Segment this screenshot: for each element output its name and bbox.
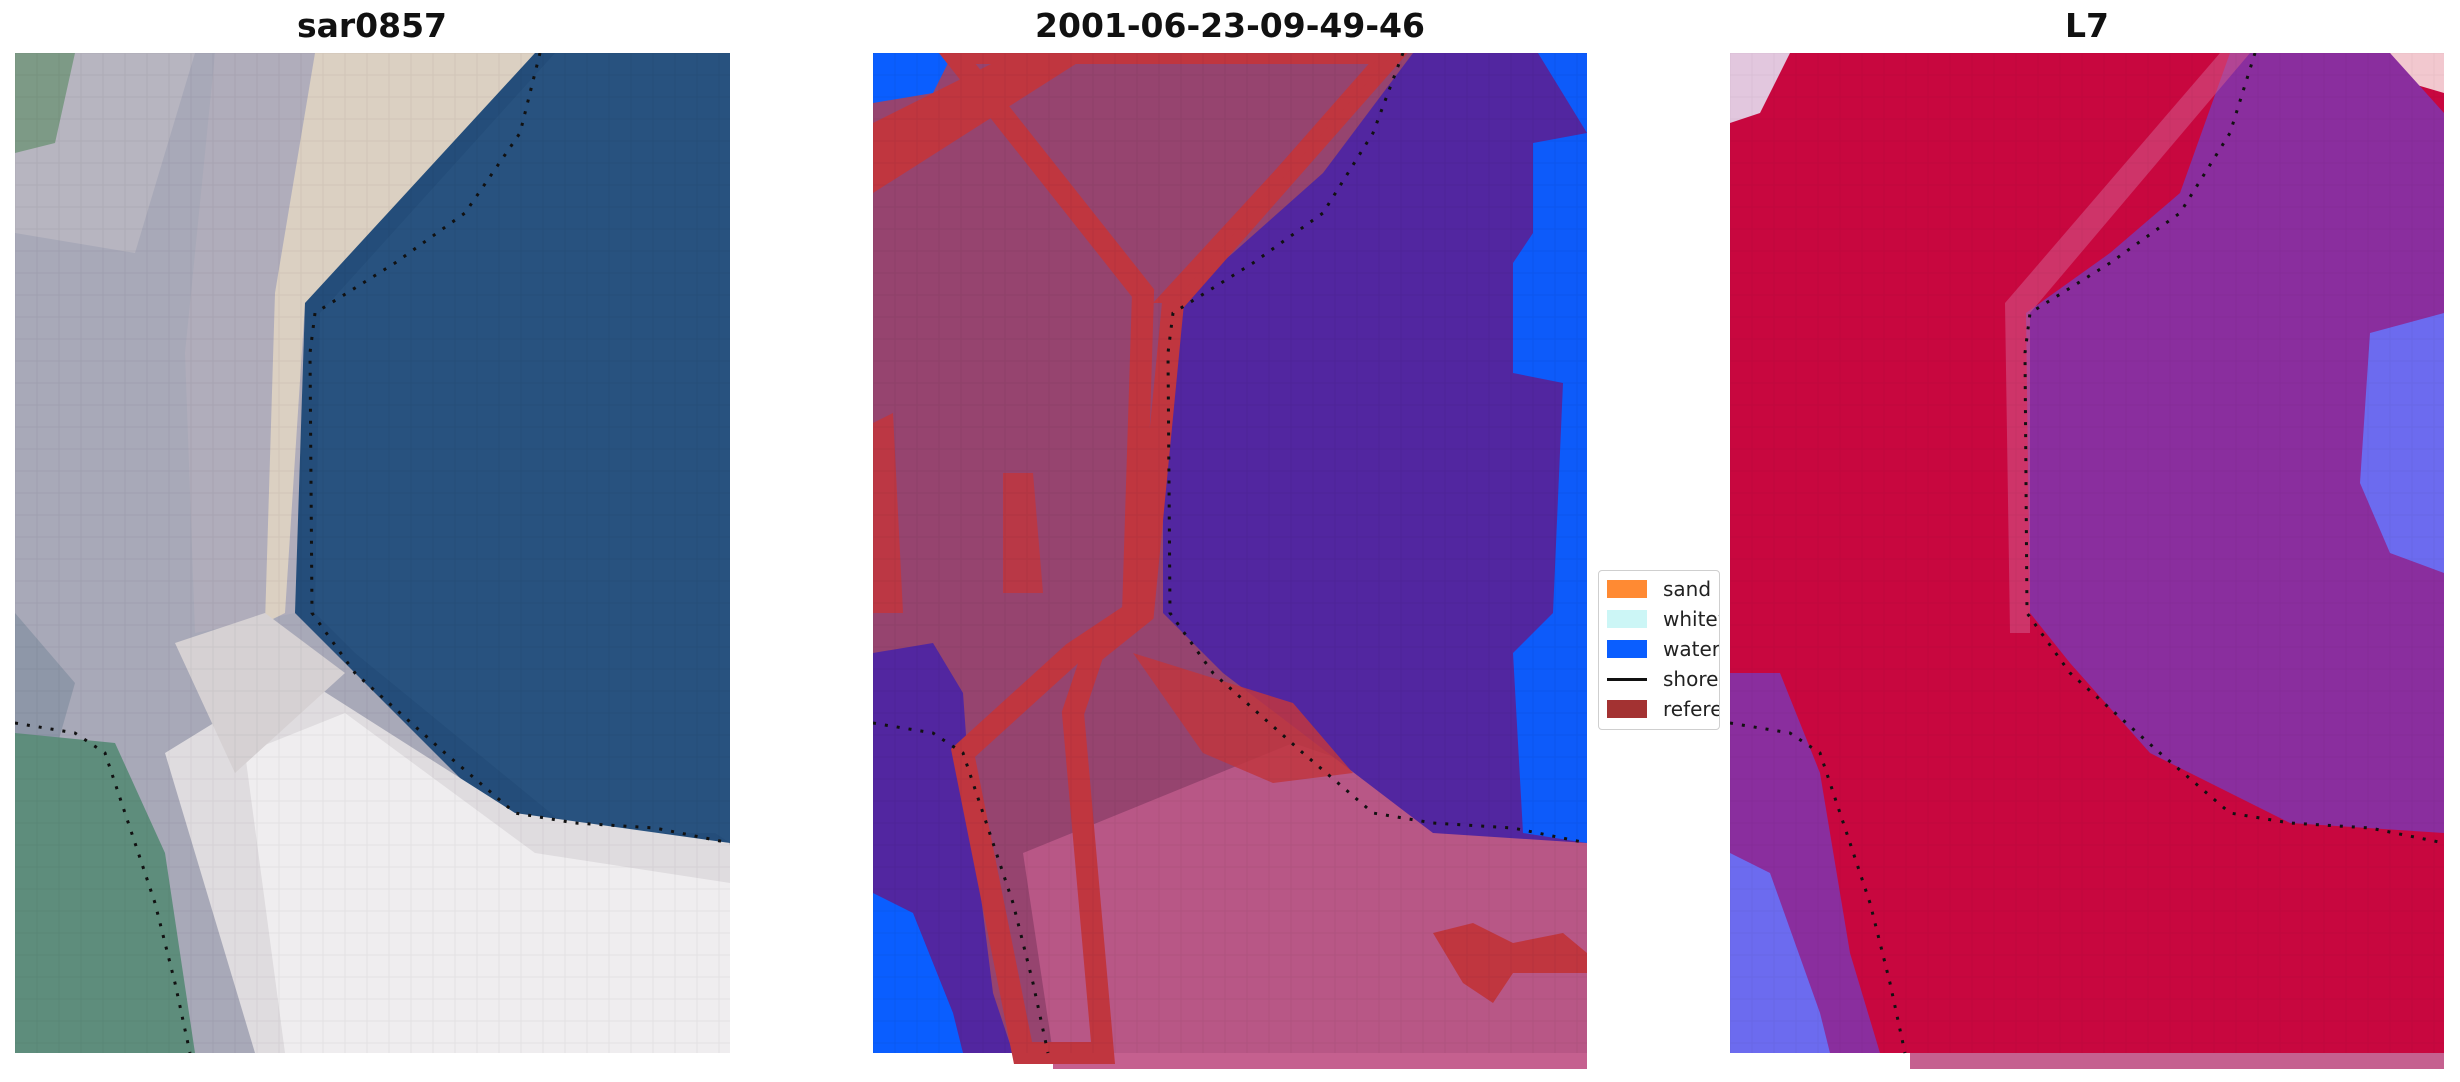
legend-label-water: water xyxy=(1663,637,1720,661)
legend-item-shoreline: shoreline xyxy=(1607,667,1719,691)
legend-item-sand: sand xyxy=(1607,577,1711,601)
shoreline-line-swatch xyxy=(1607,677,1647,681)
rgb-image-panel xyxy=(15,53,730,1053)
legend-label-sand: sand xyxy=(1663,577,1712,601)
legend-label-reference-shoreline: reference shoreline xyxy=(1663,697,1719,721)
whitewater-swatch xyxy=(1607,610,1647,628)
panel-title-index: L7 xyxy=(2065,6,2109,45)
reference-shoreline-swatch xyxy=(1607,700,1647,718)
water-swatch xyxy=(1607,640,1647,658)
legend-item-reference-shoreline: reference shoreline xyxy=(1607,697,1719,721)
classification-panel xyxy=(873,53,1587,1069)
index-panel xyxy=(1730,53,2444,1069)
legend-item-water: water xyxy=(1607,637,1720,661)
legend-label-shoreline: shoreline xyxy=(1663,667,1719,691)
panel-title-classification: 2001-06-23-09-49-46 xyxy=(1035,6,1425,45)
sand-swatch xyxy=(1607,580,1647,598)
panel-title-rgb: sar0857 xyxy=(296,6,448,45)
